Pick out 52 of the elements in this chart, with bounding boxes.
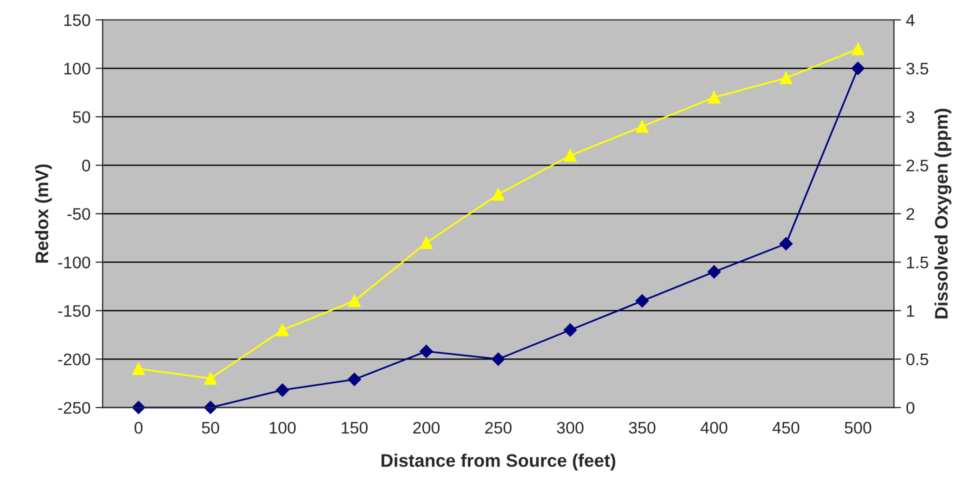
y-tick-label: -250 xyxy=(58,402,90,414)
y-tick-label: -200 xyxy=(58,353,90,366)
point xyxy=(420,344,433,358)
x-tick-label: 400 xyxy=(700,422,728,434)
x-tick-label: 300 xyxy=(556,422,584,434)
y2-tick-label: 1 xyxy=(907,305,914,317)
y-axis-title: Redox (mV) xyxy=(35,164,52,263)
y-tick-label: -150 xyxy=(58,305,90,317)
x-tick-label: 250 xyxy=(485,422,512,434)
point xyxy=(852,42,864,56)
point xyxy=(564,323,577,337)
point xyxy=(492,352,505,366)
y-tick-label: 150 xyxy=(64,14,90,26)
y2-tick-label: 3.5 xyxy=(906,62,928,75)
y-tick-label: 100 xyxy=(64,62,90,75)
y2-tick-label: 0 xyxy=(906,402,914,414)
point xyxy=(851,62,865,75)
y2-tick-label: 2.5 xyxy=(906,160,928,172)
point xyxy=(780,72,792,84)
point xyxy=(276,384,290,397)
y2-tick-label: 2 xyxy=(906,208,914,220)
point xyxy=(564,149,576,162)
point xyxy=(204,372,217,385)
point xyxy=(348,372,361,386)
x-tick-label: 100 xyxy=(270,422,296,434)
x-tick-label: 0 xyxy=(134,422,143,434)
x-tick-label: 200 xyxy=(413,422,440,434)
x-axis-title: Distance from Source (feet) xyxy=(382,454,616,470)
point xyxy=(779,237,793,250)
point xyxy=(348,294,361,308)
point xyxy=(636,294,649,308)
y-tick-label: 0 xyxy=(82,160,90,172)
y2-tick-label: 3 xyxy=(906,111,914,123)
x-tick-label: 450 xyxy=(772,422,800,434)
x-tick-label: 50 xyxy=(202,422,220,434)
x-tick-label: 350 xyxy=(628,422,656,434)
point xyxy=(708,265,721,278)
y-tick-label: -50 xyxy=(67,208,90,220)
y-tick-label: 50 xyxy=(72,111,90,123)
point xyxy=(492,188,505,201)
y2-tick-label: 0.5 xyxy=(906,353,928,366)
point xyxy=(132,362,145,376)
y2-tick-label: 1.5 xyxy=(907,256,928,268)
y2-tick-label: 4 xyxy=(906,14,915,26)
x-tick-label: 500 xyxy=(844,422,872,434)
point xyxy=(420,236,433,250)
y-tick-label: -100 xyxy=(58,256,90,268)
point xyxy=(276,324,289,336)
point xyxy=(636,120,648,133)
x-tick-label: 150 xyxy=(342,422,368,434)
y2-axis-title: Dissolved Oxygen (ppm) xyxy=(934,108,952,318)
point xyxy=(708,91,720,104)
